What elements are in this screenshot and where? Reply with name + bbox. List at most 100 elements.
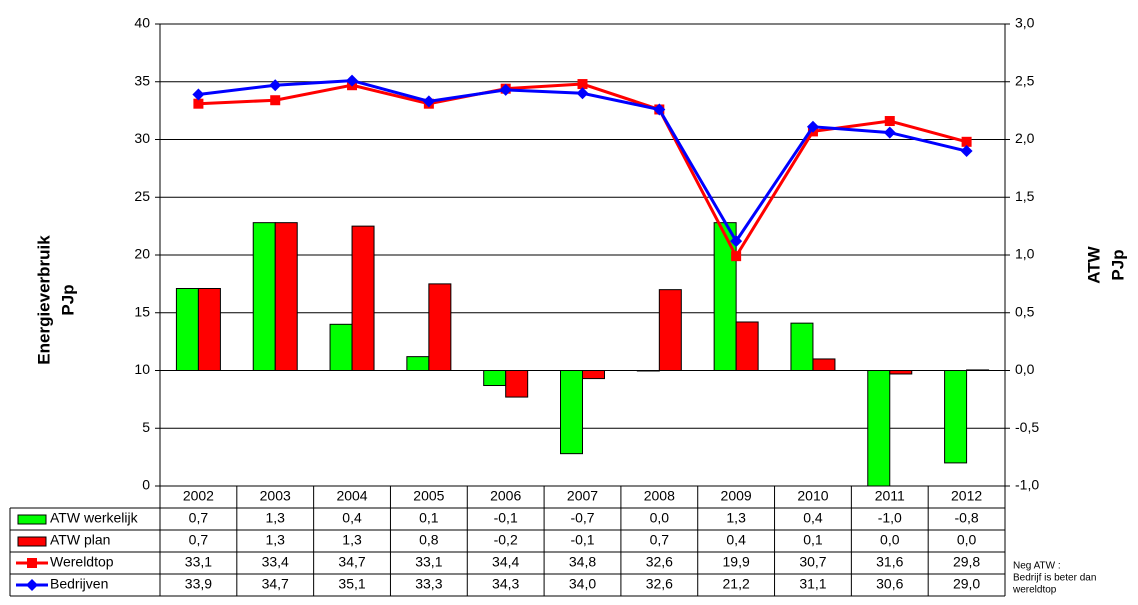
table-cell: 0,7 <box>650 532 670 548</box>
table-cell: 31,6 <box>876 554 903 570</box>
x-tick-label: 2006 <box>490 488 521 504</box>
bar <box>713 222 737 371</box>
table-cell: 34,7 <box>338 554 365 570</box>
axis-label: PJp <box>1108 249 1127 280</box>
y-tick-label: 40 <box>134 15 150 31</box>
table-cell: 33,3 <box>415 576 442 592</box>
x-tick-label: 2009 <box>721 488 752 504</box>
y-tick-label: 30 <box>134 130 150 146</box>
table-cell: 34,7 <box>262 576 289 592</box>
bar <box>735 321 759 371</box>
line-marker <box>730 235 743 248</box>
table-cell: 0,4 <box>342 510 362 526</box>
table-cell: 0,4 <box>803 510 823 526</box>
table-cell: 0,4 <box>726 532 746 548</box>
annotation: wereldtop <box>1012 585 1057 596</box>
table-cell: 0,0 <box>880 532 900 548</box>
table-cell: 29,0 <box>953 576 980 592</box>
line-marker <box>346 74 359 87</box>
x-tick-label: 2008 <box>644 488 675 504</box>
x-tick-label: 2007 <box>567 488 598 504</box>
bar <box>505 370 529 398</box>
y2-tick-label: 0,5 <box>1015 303 1035 319</box>
bar <box>560 370 583 455</box>
y2-tick-label: -1,0 <box>1015 477 1039 493</box>
bar <box>944 370 968 464</box>
y-tick-label: 25 <box>134 188 150 204</box>
table-cell: -0,8 <box>955 510 979 526</box>
bar <box>197 287 221 371</box>
legend-marker <box>27 558 37 568</box>
table-cell: 0,8 <box>419 532 439 548</box>
table-cell: 0,7 <box>189 532 209 548</box>
legend-label: ATW werkelijk <box>50 510 139 526</box>
bar <box>636 370 660 372</box>
bar <box>867 370 891 487</box>
bar <box>966 369 990 371</box>
bar <box>582 370 605 380</box>
x-tick-label: 2011 <box>875 488 905 504</box>
annotation: Neg ATW : <box>1013 561 1061 572</box>
line-marker <box>422 95 435 108</box>
table-cell: -0,7 <box>570 510 594 526</box>
table-cell: 31,1 <box>799 576 826 592</box>
table-cell: 0,0 <box>957 532 977 548</box>
annotation: Bedrijf is beter dan <box>1013 573 1096 584</box>
bar <box>658 289 682 371</box>
table-cell: 33,9 <box>185 576 212 592</box>
line-marker <box>192 88 205 101</box>
table-cell: 33,1 <box>415 554 442 570</box>
line-marker <box>961 136 972 147</box>
table-cell: 33,1 <box>185 554 212 570</box>
legend-label: ATW plan <box>50 532 110 548</box>
bar <box>252 222 276 371</box>
plot-frame <box>159 23 1006 487</box>
legend-swatch <box>17 514 47 525</box>
line-marker <box>499 83 512 96</box>
legend-swatch <box>17 536 47 547</box>
y2-tick-label: 3,0 <box>1015 15 1035 31</box>
legend-label: Bedrijven <box>50 576 108 592</box>
y-tick-label: 35 <box>134 72 150 88</box>
line-marker <box>577 79 588 90</box>
axis-label: Energieverbruik <box>34 235 53 365</box>
table-cell: 0,7 <box>189 510 209 526</box>
line-marker <box>806 120 819 133</box>
line-marker <box>883 126 896 139</box>
y2-tick-label: 1,5 <box>1015 188 1035 204</box>
y-tick-label: 10 <box>134 361 150 377</box>
bar <box>406 356 430 372</box>
legend-label: Wereldtop <box>50 554 114 570</box>
table-cell: 35,1 <box>338 576 365 592</box>
line-marker <box>270 95 281 106</box>
table-cell: 30,6 <box>876 576 903 592</box>
legend-marker <box>26 579 38 591</box>
table-cell: -1,0 <box>878 510 902 526</box>
table-cell: 32,6 <box>646 554 673 570</box>
bar <box>483 370 507 387</box>
x-tick-label: 2002 <box>183 488 214 504</box>
bar <box>274 222 298 371</box>
table-cell: -0,1 <box>570 532 594 548</box>
table-cell: 1,3 <box>265 532 285 548</box>
line-marker <box>576 87 589 100</box>
bar <box>790 322 814 371</box>
table-cell: 34,3 <box>492 576 519 592</box>
line <box>198 82 967 260</box>
line-marker <box>193 98 204 109</box>
y-tick-label: 20 <box>134 246 150 262</box>
x-tick-label: 2003 <box>260 488 291 504</box>
y2-tick-label: 2,5 <box>1015 72 1035 88</box>
table-cell: 19,9 <box>723 554 750 570</box>
legend-marker-shape <box>27 558 37 568</box>
bar <box>351 225 375 371</box>
line-marker <box>884 116 895 127</box>
line-marker <box>653 103 666 116</box>
table-cell: 30,7 <box>799 554 826 570</box>
legend-marker-shape <box>26 579 38 591</box>
x-tick-label: 2010 <box>797 488 828 504</box>
bar <box>812 358 836 372</box>
table-cell: 0,0 <box>650 510 670 526</box>
y-tick-label: 15 <box>134 303 150 319</box>
